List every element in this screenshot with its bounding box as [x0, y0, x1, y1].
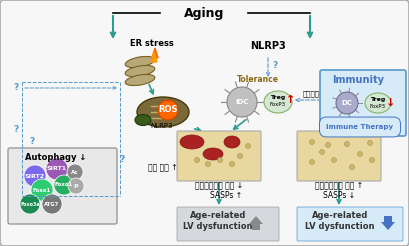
Circle shape [31, 179, 53, 201]
FancyArrow shape [249, 216, 263, 230]
FancyBboxPatch shape [177, 207, 279, 241]
Text: SASPs ↓: SASPs ↓ [323, 190, 355, 200]
FancyBboxPatch shape [8, 148, 117, 224]
Circle shape [24, 165, 46, 187]
Text: ER stress: ER stress [130, 40, 174, 48]
Ellipse shape [224, 136, 240, 148]
Ellipse shape [125, 56, 155, 68]
Circle shape [350, 165, 355, 169]
Text: ?: ? [29, 138, 35, 147]
Circle shape [368, 140, 373, 145]
Circle shape [245, 143, 250, 149]
Ellipse shape [125, 65, 155, 77]
Text: SASPs ↑: SASPs ↑ [210, 190, 242, 200]
Text: Age-related
LV dysfunction: Age-related LV dysfunction [305, 211, 375, 231]
Ellipse shape [203, 148, 223, 160]
Text: P: P [74, 184, 78, 188]
Text: Ac: Ac [71, 169, 79, 174]
Text: Treg: Treg [371, 96, 386, 102]
Circle shape [67, 164, 83, 180]
Text: ?: ? [13, 125, 19, 135]
Text: FoxP3: FoxP3 [270, 103, 286, 108]
Circle shape [357, 152, 362, 156]
Text: ↑: ↑ [286, 95, 296, 105]
Text: iDC: iDC [235, 99, 249, 105]
Text: SIRT1: SIRT1 [47, 167, 67, 171]
Polygon shape [151, 52, 157, 62]
Circle shape [218, 157, 222, 163]
Circle shape [46, 158, 68, 180]
Text: Treg: Treg [270, 95, 285, 101]
FancyBboxPatch shape [177, 131, 261, 181]
Circle shape [310, 139, 315, 144]
Circle shape [238, 154, 243, 158]
Text: Foxo1: Foxo1 [55, 183, 73, 187]
Text: ↓: ↓ [387, 98, 396, 108]
FancyBboxPatch shape [297, 131, 381, 181]
Text: Foxo1: Foxo1 [33, 187, 51, 193]
Circle shape [158, 100, 178, 120]
Ellipse shape [135, 114, 151, 125]
Circle shape [319, 150, 324, 154]
Text: Immune Therapy: Immune Therapy [326, 124, 393, 130]
Text: ROS: ROS [158, 106, 178, 114]
Circle shape [42, 194, 62, 214]
Circle shape [344, 141, 350, 147]
Text: Autophagy ↓: Autophagy ↓ [25, 154, 86, 163]
Ellipse shape [365, 93, 391, 113]
Text: Aging: Aging [184, 6, 224, 19]
Text: SIRT2: SIRT2 [25, 173, 45, 179]
Circle shape [20, 194, 40, 214]
Circle shape [195, 157, 200, 163]
Ellipse shape [137, 97, 189, 127]
Text: ATG7: ATG7 [44, 201, 60, 206]
Circle shape [326, 142, 330, 148]
Text: ?: ? [13, 83, 19, 92]
Circle shape [54, 175, 74, 195]
Text: 노화심근세포 제거 ↓: 노화심근세포 제거 ↓ [195, 182, 243, 190]
Text: Immunity: Immunity [332, 75, 384, 85]
Circle shape [336, 92, 358, 114]
Text: 노화심근세포 제거 ↑: 노화심근세포 제거 ↑ [315, 182, 363, 190]
Polygon shape [152, 48, 158, 58]
Text: ?: ? [119, 155, 125, 165]
Circle shape [310, 159, 315, 165]
Ellipse shape [180, 135, 204, 149]
FancyBboxPatch shape [320, 70, 406, 136]
Text: 면역관물: 면역관물 [303, 91, 319, 97]
Text: 심근 노화 ↑: 심근 노화 ↑ [148, 164, 178, 172]
Text: NLRP3: NLRP3 [150, 123, 173, 129]
Text: Age-related
LV dysfunction: Age-related LV dysfunction [183, 211, 253, 231]
Circle shape [68, 178, 84, 194]
Text: DC: DC [342, 100, 353, 106]
Text: FoxP3: FoxP3 [370, 104, 386, 108]
FancyBboxPatch shape [297, 207, 403, 241]
Ellipse shape [125, 75, 155, 86]
Text: Foxo3a: Foxo3a [20, 201, 40, 206]
Text: NLRP3: NLRP3 [250, 41, 286, 51]
Circle shape [227, 87, 257, 117]
Ellipse shape [264, 91, 292, 113]
Text: ?: ? [272, 62, 278, 71]
Text: Tolerance: Tolerance [237, 76, 279, 84]
Circle shape [332, 157, 337, 163]
Circle shape [229, 162, 234, 167]
Circle shape [369, 157, 375, 163]
Circle shape [205, 162, 211, 167]
FancyArrow shape [381, 216, 395, 230]
